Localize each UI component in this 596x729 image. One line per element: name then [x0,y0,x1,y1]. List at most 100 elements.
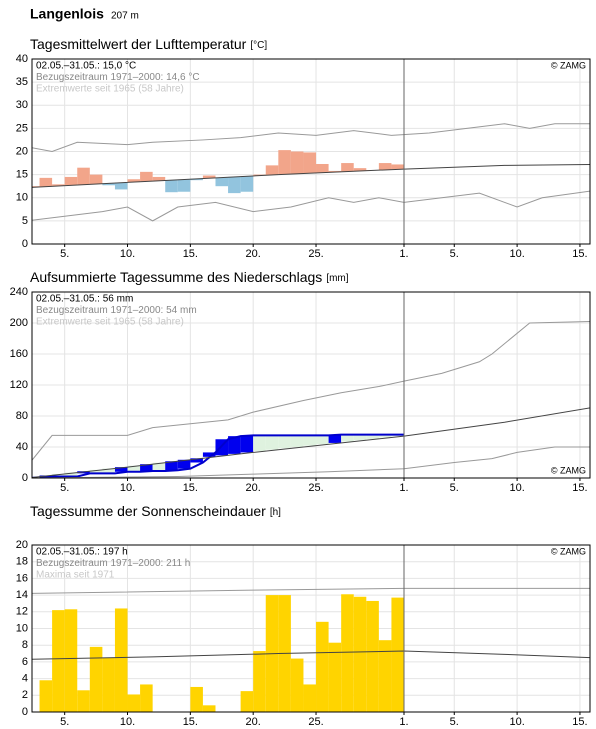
y-tick-label: 10 [16,622,28,634]
precipitation-bar [341,434,354,442]
source-label: © ZAMG [551,465,586,475]
data-layer [32,587,590,712]
y-tick-label: 20 [16,539,28,551]
x-tick-label: 5. [60,482,69,494]
temperature-bar [77,167,90,185]
x-tick-label: 10. [120,248,135,260]
temperature-bar [215,177,229,187]
precipitation-bar [114,467,128,472]
sunshine-bar [378,640,392,712]
x-tick-label: 20. [246,716,261,728]
y-tick-label: 20 [16,145,28,157]
y-tick-label: 35 [16,76,28,88]
temperature-bar [391,164,404,170]
temperature-bar [228,176,241,194]
x-tick-label: 15. [183,248,198,260]
precipitation-bar [152,462,166,472]
precipitation-bar [290,435,304,447]
x-tick-label: 25. [308,482,323,494]
y-tick-label: 16 [16,572,28,584]
source-label: © ZAMG [551,60,586,70]
sunshine-bar [290,658,304,712]
plot-border [31,544,591,713]
min-line [32,190,590,222]
temperature-bar [89,174,103,185]
data-layer [32,321,590,478]
precipitation-bar [190,458,203,463]
precipitation-bar [278,435,291,449]
y-tick-label: 18 [16,556,28,568]
y-tick-label: 6 [22,656,28,668]
temperature-bar [39,177,53,187]
sunshine-bar [316,621,329,712]
chart-title: Aufsummierte Tagessumme des Niederschlag… [30,269,349,285]
temperature-bar [190,178,203,181]
sunshine-bar [89,646,103,712]
precipitation-bar [253,435,266,452]
temperature-bar [127,179,141,183]
temperature-bar [52,184,65,186]
temperature-bar [278,150,291,175]
x-tick-label: 5. [60,248,69,260]
temperature-bar [240,176,254,192]
y-tick-label: 8 [22,639,28,651]
temperature-bar [290,151,304,174]
chart-panel: Aufsummierte Tagessumme des Niederschlag… [10,269,591,494]
precipitation-bar [366,434,379,439]
info-text: Extremwerte seit 1965 (58 Jahre) [36,84,184,95]
title-text: Aufsummierte Tagessumme des Niederschlag… [30,269,322,285]
sunshine-bar [190,686,203,712]
temperature-bar [303,152,317,174]
temperature-bar [64,176,78,186]
temperature-bar [202,175,216,179]
sunshine-bar [366,600,379,712]
sunshine-bar [253,651,266,712]
y-tick-label: 12 [16,606,28,618]
info-text: Bezugszeitraum 1971–2000: 54 mm [36,305,197,316]
sunshine-bar [127,694,141,712]
title-unit: [°C] [250,40,267,51]
precipitation-bar [52,473,65,477]
normal-line [32,163,590,188]
title-unit: [h] [270,507,281,518]
y-tick-label: 14 [16,589,28,601]
x-tick-label: 1. [399,248,408,260]
y-tick-label: 0 [22,238,28,250]
x-tick-label: 5. [60,716,69,728]
x-tick-label: 10. [509,482,524,494]
y-tick-label: 25 [16,122,28,134]
temperature-bar [102,183,115,186]
precipitation-bar [316,435,329,445]
x-tick-label: 1. [399,482,408,494]
sunshine-bar [341,594,354,712]
y-tick-label: 120 [10,379,28,391]
y-tick-label: 30 [16,99,28,111]
data-layer [32,123,590,222]
temperature-bar [152,176,166,181]
precipitation-bar [102,468,115,474]
x-tick-label: 10. [120,716,135,728]
x-tick-label: 15. [572,248,587,260]
x-tick-label: 20. [246,482,261,494]
sunshine-bar [353,596,367,712]
precipitation-bar [378,434,392,438]
plot-border [31,291,591,479]
precipitation-bar [140,464,153,472]
info-text: Bezugszeitraum 1971–2000: 211 h [36,558,190,569]
sunshine-bar [39,680,53,712]
precipitation-line [39,433,404,478]
x-tick-label: 10. [120,482,135,494]
y-tick-label: 240 [10,286,28,298]
temperature-bar [378,163,392,170]
temperature-bar [165,180,178,193]
info-text: 02.05.–31.05.: 15,0 °C [36,61,136,72]
title-text: Tagessumme der Sonnenscheindauer [30,503,266,519]
max-line [32,321,590,461]
precipitation-bar [64,472,78,477]
precipitation-bar [228,436,241,454]
chart-title: Tagesmittelwert der Lufttemperatur [°C] [30,36,267,52]
x-tick-label: 25. [308,248,323,260]
temperature-bar [114,182,128,190]
source-label: © ZAMG [551,546,586,556]
